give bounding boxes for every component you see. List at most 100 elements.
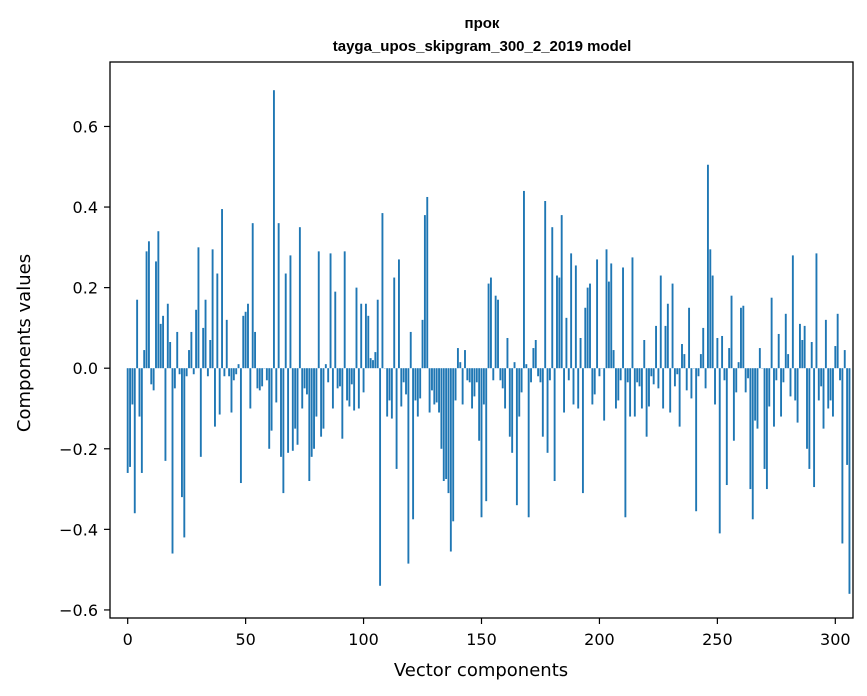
- bar: [537, 368, 540, 377]
- bar: [221, 209, 223, 369]
- bar: [501, 368, 504, 389]
- bar: [690, 368, 693, 399]
- bar: [188, 350, 190, 369]
- bar: [223, 368, 226, 377]
- bar: [242, 315, 245, 369]
- bar: [438, 368, 440, 413]
- bar: [197, 247, 200, 369]
- bar: [147, 241, 150, 369]
- bar: [714, 368, 716, 405]
- bar: [456, 348, 459, 369]
- bar: [169, 342, 172, 369]
- bar: [695, 368, 698, 512]
- bar: [143, 350, 146, 369]
- bar: [824, 319, 827, 369]
- bar: [133, 368, 136, 514]
- bar: [581, 368, 584, 494]
- bar: [685, 368, 688, 391]
- bar: [579, 337, 582, 369]
- bar: [801, 340, 804, 369]
- bar: [237, 364, 240, 369]
- bar: [810, 342, 813, 369]
- bar: [650, 368, 653, 377]
- bar: [596, 259, 599, 369]
- bar: [372, 360, 374, 369]
- bar: [728, 348, 731, 369]
- bar: [482, 368, 485, 405]
- bar: [770, 297, 773, 369]
- bar: [636, 368, 639, 383]
- bar: [294, 368, 297, 429]
- bar: [171, 368, 174, 554]
- bar: [140, 368, 143, 473]
- bar: [289, 255, 292, 369]
- bar: [803, 325, 806, 369]
- bar: [530, 368, 532, 383]
- bar: [195, 309, 198, 369]
- bar: [740, 307, 742, 369]
- bar: [166, 303, 169, 369]
- bar: [258, 368, 261, 391]
- bar: [780, 368, 783, 417]
- bar: [306, 368, 308, 395]
- bar: [523, 190, 525, 369]
- bar: [405, 368, 407, 395]
- y-tick-label: 0.4: [73, 198, 98, 217]
- bar: [659, 275, 662, 369]
- bar: [841, 368, 844, 544]
- bar: [159, 323, 162, 369]
- x-tick-label: 100: [348, 630, 379, 649]
- bar: [617, 368, 620, 401]
- bar: [419, 368, 422, 399]
- bar: [367, 315, 370, 369]
- bar: [152, 368, 155, 391]
- bar: [648, 368, 650, 407]
- bar: [624, 368, 627, 518]
- bar: [136, 299, 139, 369]
- bar: [313, 368, 315, 449]
- bar: [834, 346, 837, 369]
- bar: [291, 368, 294, 451]
- bar: [497, 299, 499, 369]
- bar: [558, 277, 561, 369]
- x-axis-ticks: 0 50 100 150 200 250 300: [123, 618, 851, 649]
- bar: [261, 368, 264, 387]
- bar: [782, 368, 785, 383]
- bar: [131, 368, 134, 405]
- bar: [706, 164, 709, 369]
- bar: [664, 325, 667, 369]
- bar: [249, 368, 252, 409]
- bar: [478, 368, 481, 441]
- bar: [331, 368, 334, 409]
- bar: [556, 275, 558, 369]
- bar: [520, 368, 523, 393]
- y-tick-label: 0.6: [73, 117, 98, 136]
- bar: [256, 368, 259, 389]
- bar: [129, 368, 131, 467]
- bar: [407, 368, 410, 564]
- bar: [228, 368, 231, 377]
- bar: [178, 368, 181, 375]
- bar: [126, 368, 129, 473]
- bar: [676, 368, 679, 375]
- y-tick-label: −0.2: [59, 440, 98, 459]
- bar: [206, 368, 209, 377]
- bar: [657, 368, 660, 389]
- bar: [541, 368, 544, 437]
- bar: [548, 368, 551, 381]
- bar: [735, 368, 738, 393]
- bar: [751, 368, 754, 520]
- bar: [475, 368, 478, 383]
- bar: [204, 299, 207, 369]
- bar: [348, 368, 351, 407]
- bar: [560, 215, 563, 369]
- bar: [570, 253, 573, 369]
- bar: [298, 227, 301, 369]
- bar: [247, 303, 249, 369]
- bar: [640, 368, 643, 409]
- bar: [699, 354, 702, 369]
- bar: [688, 307, 691, 369]
- bar: [409, 331, 412, 369]
- bar: [218, 368, 221, 415]
